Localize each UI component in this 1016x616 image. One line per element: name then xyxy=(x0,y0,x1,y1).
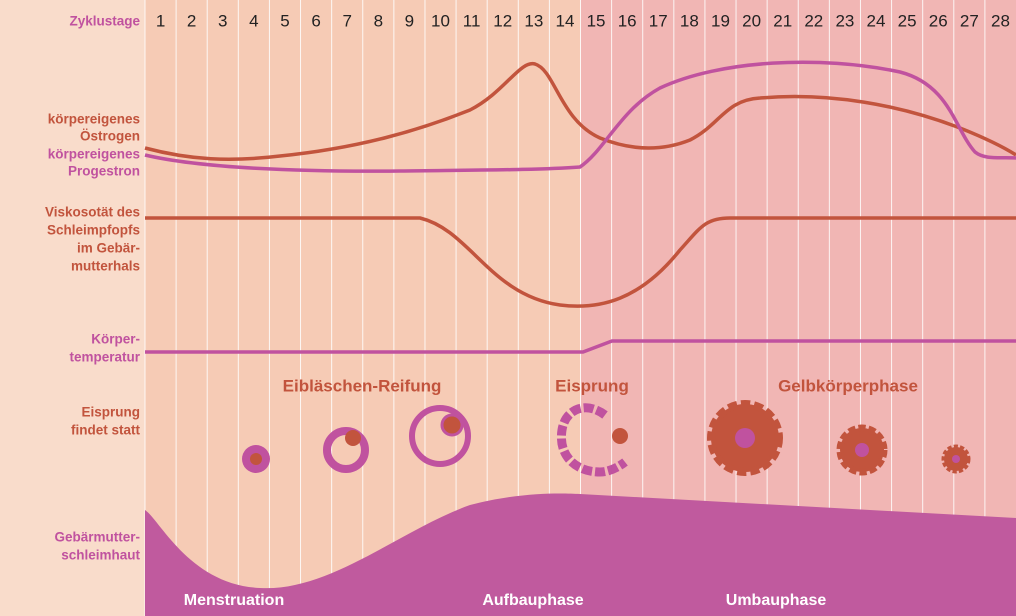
day-number: 25 xyxy=(898,11,917,30)
day-number: 2 xyxy=(187,11,196,30)
row-label: körpereigenes xyxy=(48,147,140,162)
day-number: 19 xyxy=(711,11,730,30)
cycle-diagram: Zyklustage körpereigenes Östrogen körper… xyxy=(0,0,1016,616)
phase-title: Eibläschen-Reifung xyxy=(283,376,442,395)
day-number: 7 xyxy=(342,11,351,30)
oocyte xyxy=(442,415,462,435)
oocyte xyxy=(612,428,628,444)
day-number: 23 xyxy=(835,11,854,30)
day-number: 26 xyxy=(929,11,948,30)
corpus-core xyxy=(952,455,960,463)
day-number: 18 xyxy=(680,11,699,30)
day-number: 3 xyxy=(218,11,227,30)
day-number: 4 xyxy=(249,11,258,30)
day-number: 1 xyxy=(156,11,165,30)
row-label: körpereigenes xyxy=(48,112,140,127)
phase-title: Umbauphase xyxy=(726,592,827,609)
row-label: Schleimpfopfs xyxy=(47,223,140,238)
row-label: findet statt xyxy=(71,423,141,438)
row-label: temperatur xyxy=(69,350,140,365)
day-number: 9 xyxy=(405,11,414,30)
header-label: Zyklustage xyxy=(69,14,140,29)
row-label: schleimhaut xyxy=(61,548,140,563)
day-number: 14 xyxy=(555,11,574,30)
day-number: 11 xyxy=(463,11,481,30)
day-number: 20 xyxy=(742,11,761,30)
day-number: 12 xyxy=(493,11,512,30)
oocyte xyxy=(250,453,262,465)
row-label: Progestron xyxy=(68,164,140,179)
row-label: Eisprung xyxy=(81,405,140,420)
day-number: 13 xyxy=(524,11,543,30)
phase-title: Gelbkörperphase xyxy=(778,376,918,395)
phase-title: Menstruation xyxy=(184,592,284,609)
row-label: Gebärmutter- xyxy=(54,530,140,545)
row-label: Östrogen xyxy=(80,129,140,144)
day-number: 17 xyxy=(649,11,668,30)
day-number: 22 xyxy=(804,11,823,30)
day-number: 21 xyxy=(773,11,792,30)
day-number: 16 xyxy=(618,11,637,30)
row-label: im Gebär- xyxy=(77,241,140,256)
day-number: 5 xyxy=(280,11,289,30)
day-number: 24 xyxy=(867,11,886,30)
row-label: mutterhals xyxy=(71,259,140,274)
row-label: Körper- xyxy=(91,332,140,347)
day-number: 27 xyxy=(960,11,979,30)
row-label: Viskosotät des xyxy=(45,205,140,220)
day-number: 8 xyxy=(374,11,383,30)
corpus-core xyxy=(735,428,755,448)
corpus-core xyxy=(855,443,869,457)
phase-title: Aufbauphase xyxy=(482,592,583,609)
day-number: 28 xyxy=(991,11,1010,30)
day-number: 10 xyxy=(431,11,450,30)
day-number: 15 xyxy=(587,11,606,30)
day-number: 6 xyxy=(311,11,320,30)
phase-title: Eisprung xyxy=(555,376,629,395)
oocyte xyxy=(345,430,361,446)
